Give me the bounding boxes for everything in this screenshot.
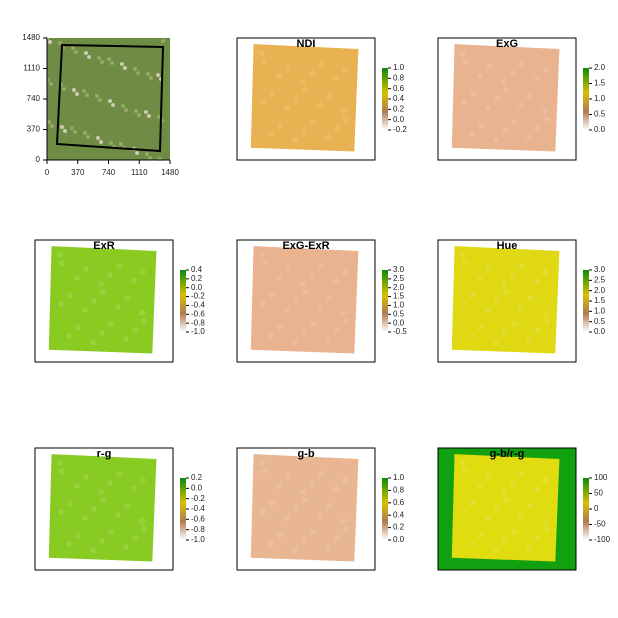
color-tick-label: 0.0 xyxy=(594,125,606,134)
color-tick-label: 2.5 xyxy=(393,274,405,283)
color-tick-label: 100 xyxy=(594,473,608,482)
y-tick-label: 740 xyxy=(27,94,41,103)
index-raster xyxy=(451,246,560,354)
panel-title: ExG xyxy=(496,38,518,50)
x-tick-label: 1110 xyxy=(131,168,148,177)
color-tick-label: 1.0 xyxy=(393,301,405,310)
color-tick-label: 0.6 xyxy=(393,84,405,93)
y-tick-label: 1110 xyxy=(23,64,40,73)
photo xyxy=(47,38,170,160)
color-tick-label: 0.4 xyxy=(191,265,203,274)
color-tick-label: 0.8 xyxy=(393,73,405,82)
color-bar xyxy=(382,478,388,540)
color-tick-label: 1.0 xyxy=(594,94,606,103)
color-tick-label: 2.0 xyxy=(594,286,606,295)
x-tick-label: 0 xyxy=(45,168,50,177)
x-tick-label: 740 xyxy=(102,168,116,177)
color-tick-label: 0.2 xyxy=(191,473,203,482)
panel-title: Hue xyxy=(497,240,518,252)
color-tick-label: 0.0 xyxy=(393,535,405,544)
color-bar xyxy=(382,68,388,130)
color-tick-label: -0.4 xyxy=(191,301,205,310)
index-raster xyxy=(250,454,359,562)
color-tick-label: -0.8 xyxy=(191,318,205,327)
x-tick-label: 1480 xyxy=(161,168,179,177)
y-tick-label: 1480 xyxy=(22,33,40,42)
panel-title: r-g xyxy=(97,448,112,460)
color-bar xyxy=(583,478,589,540)
color-tick-label: 0.5 xyxy=(393,309,405,318)
color-tick-label: 0.0 xyxy=(393,115,405,124)
color-tick-label: -0.6 xyxy=(191,514,205,523)
color-bar xyxy=(180,478,186,540)
panel-title: g-b xyxy=(297,448,314,460)
panel-title: g-b/r-g xyxy=(490,448,525,460)
color-tick-label: -0.4 xyxy=(191,504,205,513)
color-tick-label: 0.0 xyxy=(594,327,606,336)
color-tick-label: -0.2 xyxy=(191,292,205,301)
color-tick-label: -0.2 xyxy=(393,125,407,134)
color-tick-label: 0 xyxy=(594,504,599,513)
color-tick-label: 0.0 xyxy=(191,283,203,292)
y-tick-label: 0 xyxy=(36,155,41,164)
color-tick-label: -0.8 xyxy=(191,525,205,534)
color-tick-label: 1.5 xyxy=(594,79,606,88)
color-bar xyxy=(583,270,589,332)
color-bar xyxy=(382,270,388,332)
color-tick-label: 1.0 xyxy=(393,63,405,72)
color-tick-label: 0.0 xyxy=(191,483,203,492)
color-tick-label: 0.6 xyxy=(393,498,405,507)
color-tick-label: -0.6 xyxy=(191,309,205,318)
roi-outline xyxy=(55,43,165,153)
color-tick-label: -1.0 xyxy=(191,535,205,544)
color-tick-label: 0.8 xyxy=(393,486,405,495)
color-tick-label: 1.0 xyxy=(393,473,405,482)
color-tick-label: 0.2 xyxy=(191,274,203,283)
color-tick-label: -1.0 xyxy=(191,327,205,336)
color-tick-label: 0.5 xyxy=(594,110,606,119)
panel-title: ExG-ExR xyxy=(282,240,329,252)
color-tick-label: 0.0 xyxy=(393,318,405,327)
color-tick-label: 1.5 xyxy=(594,296,606,305)
color-tick-label: -0.2 xyxy=(191,494,205,503)
y-tick-label: 370 xyxy=(27,125,41,134)
color-tick-label: 50 xyxy=(594,489,603,498)
color-tick-label: 2.0 xyxy=(393,283,405,292)
index-raster xyxy=(250,44,359,152)
color-tick-label: 2.0 xyxy=(594,63,606,72)
color-tick-label: -50 xyxy=(594,520,606,529)
index-raster xyxy=(48,454,157,562)
color-tick-label: 3.0 xyxy=(393,265,405,274)
color-tick-label: 3.0 xyxy=(594,265,606,274)
color-tick-label: -0.5 xyxy=(393,327,407,336)
x-tick-label: 370 xyxy=(71,168,85,177)
index-raster xyxy=(48,246,157,354)
color-tick-label: 0.4 xyxy=(393,94,405,103)
color-tick-label: 0.5 xyxy=(594,317,606,326)
color-bar xyxy=(180,270,186,332)
color-tick-label: 0.2 xyxy=(393,523,405,532)
panel-title: ExR xyxy=(93,240,114,252)
index-raster xyxy=(451,454,560,562)
index-raster xyxy=(451,44,560,152)
color-tick-label: 2.5 xyxy=(594,275,606,284)
color-bar xyxy=(583,68,589,130)
color-tick-label: 0.2 xyxy=(393,104,405,113)
color-tick-label: 0.4 xyxy=(393,510,405,519)
panel-title: NDI xyxy=(297,38,316,50)
index-raster xyxy=(250,246,359,354)
color-tick-label: 1.5 xyxy=(393,292,405,301)
color-tick-label: -100 xyxy=(594,535,611,544)
color-tick-label: 1.0 xyxy=(594,306,606,315)
